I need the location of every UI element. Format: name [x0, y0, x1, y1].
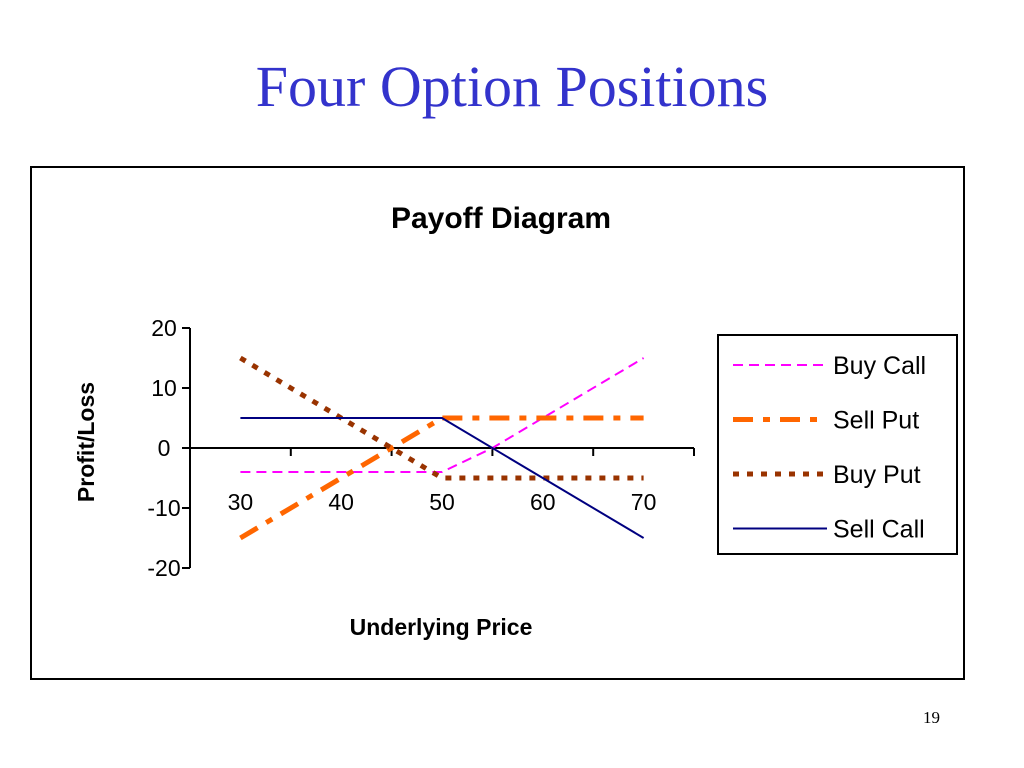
page-number: 19	[923, 708, 940, 727]
y-tick-label: -10	[147, 495, 180, 521]
x-axis-label: Underlying Price	[350, 614, 533, 640]
series-lines	[239, 355, 645, 541]
x-tick-label: 70	[631, 489, 657, 515]
y-tick-label: 0	[158, 435, 171, 461]
axes: 20 10 0 -10 -20 30 40 50 60 70	[147, 315, 695, 581]
legend-label-sell-put: Sell Put	[833, 407, 919, 435]
series-line-buy-put	[239, 355, 644, 481]
x-tick-label: 40	[328, 489, 354, 515]
y-axis-label: Profit/Loss	[73, 382, 99, 502]
legend: Buy Call Sell Put Buy Put Sell Call	[717, 334, 958, 555]
x-tick-label: 60	[530, 489, 556, 515]
x-tick-label: 50	[429, 489, 455, 515]
series-line-sell-call	[240, 417, 645, 539]
payoff-chart: Payoff Diagram Profit/Loss Underlying Pr…	[73, 202, 958, 640]
slide-title: Four Option Positions	[255, 54, 769, 119]
legend-label-buy-put: Buy Put	[833, 461, 921, 489]
y-tick-label: 10	[151, 375, 177, 401]
y-tick-label: -20	[147, 555, 180, 581]
legend-label-buy-call: Buy Call	[833, 352, 926, 380]
series-line-buy-call	[240, 357, 645, 473]
legend-label-sell-call: Sell Call	[833, 516, 925, 544]
legend-box	[717, 334, 958, 555]
chart-frame: Payoff Diagram Profit/Loss Underlying Pr…	[30, 166, 965, 680]
chart-title: Payoff Diagram	[391, 202, 611, 235]
x-tick-label: 30	[228, 489, 254, 515]
series-line-sell-put	[239, 415, 644, 541]
y-tick-label: 20	[151, 315, 177, 341]
